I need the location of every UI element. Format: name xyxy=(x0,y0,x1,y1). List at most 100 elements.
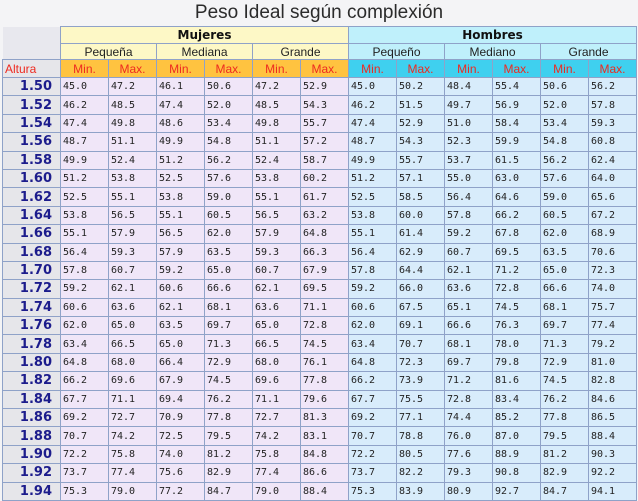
weight-cell: 69.7 xyxy=(444,352,493,373)
table-row: 1.86 69.2 72.7 70.9 77.8 72.7 81.3 69.2 77.1 74.4… xyxy=(2,408,637,428)
size-header-men-medium: Mediano xyxy=(444,43,541,60)
weight-cell: 56.2 xyxy=(204,150,253,170)
height-cell: 1.80 xyxy=(2,352,61,373)
weight-cell: 52.5 xyxy=(156,168,205,189)
height-cell: 1.88 xyxy=(2,426,61,446)
weight-cell: 67.9 xyxy=(300,260,349,281)
weight-cell: 59.0 xyxy=(204,187,253,207)
ideal-weight-table: Mujeres Hombres Pequeña Mediana Grande P… xyxy=(2,26,637,501)
weight-cell: 75.8 xyxy=(252,444,301,465)
min-header: Min. xyxy=(348,59,397,78)
weight-cell: 68.0 xyxy=(108,352,157,373)
weight-cell: 69.2 xyxy=(60,408,109,428)
weight-cell: 62.1 xyxy=(252,279,301,299)
weight-cell: 83.1 xyxy=(300,426,349,446)
weight-cell: 62.1 xyxy=(156,297,205,318)
weight-cell: 62.0 xyxy=(204,224,253,244)
table-row: 1.68 56.4 59.3 57.9 63.5 59.3 66.3 56.4 62.9 60.7… xyxy=(2,242,637,262)
weight-cell: 52.9 xyxy=(396,113,445,134)
table-row: 1.88 70.7 74.2 72.5 79.5 74.2 83.1 70.7 78.8 76.0… xyxy=(2,426,637,446)
weight-cell: 60.6 xyxy=(60,297,109,318)
weight-cell: 59.9 xyxy=(492,132,541,152)
weight-cell: 69.7 xyxy=(540,316,589,336)
corner-cell xyxy=(2,26,61,60)
weight-cell: 62.1 xyxy=(444,260,493,281)
weight-cell: 59.3 xyxy=(588,113,637,134)
weight-cell: 63.2 xyxy=(300,205,349,226)
weight-cell: 54.3 xyxy=(396,132,445,152)
weight-cell: 77.4 xyxy=(588,316,637,336)
weight-cell: 77.2 xyxy=(156,481,205,501)
weight-cell: 68.9 xyxy=(588,224,637,244)
weight-cell: 72.2 xyxy=(60,444,109,465)
weight-cell: 73.7 xyxy=(348,463,397,483)
weight-cell: 76.3 xyxy=(492,316,541,336)
weight-cell: 66.5 xyxy=(252,334,301,354)
weight-cell: 81.6 xyxy=(492,371,541,391)
weight-cell: 50.2 xyxy=(396,76,445,97)
weight-table-container: Mujeres Hombres Pequeña Mediana Grande P… xyxy=(2,26,637,501)
table-row: 1.58 49.9 52.4 51.2 56.2 52.4 58.7 49.9 55.7 53.7… xyxy=(2,150,637,170)
weight-cell: 72.2 xyxy=(348,444,397,465)
weight-cell: 55.1 xyxy=(108,187,157,207)
table-row: 1.52 46.2 48.5 47.4 52.0 48.5 54.3 46.2 51.5 49.7… xyxy=(2,95,637,115)
weight-cell: 64.8 xyxy=(300,224,349,244)
weight-cell: 57.6 xyxy=(540,168,589,189)
weight-cell: 66.3 xyxy=(300,242,349,262)
weight-cell: 63.4 xyxy=(60,334,109,354)
weight-cell: 74.5 xyxy=(300,334,349,354)
weight-cell: 70.7 xyxy=(396,334,445,354)
weight-cell: 61.7 xyxy=(300,187,349,207)
weight-cell: 51.2 xyxy=(156,150,205,170)
weight-cell: 79.6 xyxy=(300,389,349,410)
weight-cell: 63.6 xyxy=(444,279,493,299)
weight-cell: 79.5 xyxy=(540,426,589,446)
weight-cell: 90.3 xyxy=(588,444,637,465)
weight-cell: 69.4 xyxy=(156,389,205,410)
weight-cell: 82.8 xyxy=(588,371,637,391)
weight-cell: 52.0 xyxy=(204,95,253,115)
weight-cell: 79.2 xyxy=(588,334,637,354)
weight-cell: 92.7 xyxy=(492,481,541,501)
weight-cell: 56.4 xyxy=(60,242,109,262)
weight-cell: 56.5 xyxy=(252,205,301,226)
weight-cell: 48.5 xyxy=(252,95,301,115)
weight-cell: 80.9 xyxy=(444,481,493,501)
weight-cell: 62.0 xyxy=(540,224,589,244)
weight-cell: 76.2 xyxy=(204,389,253,410)
weight-cell: 69.7 xyxy=(204,316,253,336)
weight-cell: 78.0 xyxy=(492,334,541,354)
height-cell: 1.54 xyxy=(2,113,61,134)
height-cell: 1.64 xyxy=(2,205,61,226)
height-cell: 1.76 xyxy=(2,316,61,336)
weight-cell: 83.4 xyxy=(492,389,541,410)
weight-cell: 69.5 xyxy=(300,279,349,299)
weight-cell: 57.1 xyxy=(396,168,445,189)
weight-cell: 63.6 xyxy=(108,297,157,318)
size-header-women-medium: Mediana xyxy=(156,43,253,60)
weight-cell: 74.0 xyxy=(156,444,205,465)
max-header: Max. xyxy=(588,59,637,78)
weight-cell: 77.6 xyxy=(444,444,493,465)
weight-cell: 45.0 xyxy=(60,76,109,97)
weight-cell: 52.4 xyxy=(252,150,301,170)
weight-cell: 88.9 xyxy=(492,444,541,465)
weight-cell: 67.9 xyxy=(156,371,205,391)
height-cell: 1.62 xyxy=(2,187,61,207)
weight-cell: 56.5 xyxy=(156,224,205,244)
max-header: Max. xyxy=(108,59,157,78)
weight-cell: 77.4 xyxy=(108,463,157,483)
weight-cell: 67.7 xyxy=(348,389,397,410)
weight-cell: 60.5 xyxy=(204,205,253,226)
weight-cell: 70.7 xyxy=(348,426,397,446)
weight-cell: 55.4 xyxy=(492,76,541,97)
weight-cell: 84.7 xyxy=(204,481,253,501)
weight-cell: 71.3 xyxy=(204,334,253,354)
weight-cell: 47.4 xyxy=(156,95,205,115)
weight-cell: 72.7 xyxy=(252,408,301,428)
size-header-men-small: Pequeño xyxy=(348,43,445,60)
unit-header-row: Altura Min. Max. Min. Max. Min. Max. Min… xyxy=(2,59,637,78)
weight-cell: 72.9 xyxy=(204,352,253,373)
weight-cell: 55.1 xyxy=(252,187,301,207)
weight-cell: 84.6 xyxy=(588,389,637,410)
